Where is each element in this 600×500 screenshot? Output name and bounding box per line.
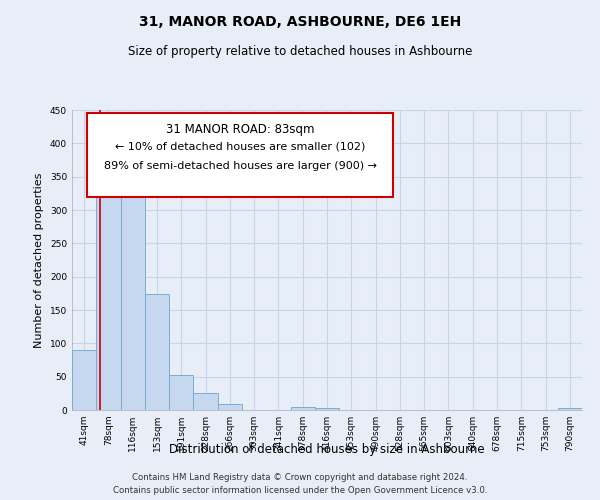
Bar (218, 404, 242, 410)
Text: 31, MANOR ROAD, ASHBOURNE, DE6 1EH: 31, MANOR ROAD, ASHBOURNE, DE6 1EH (139, 15, 461, 29)
Text: Contains public sector information licensed under the Open Government Licence v3: Contains public sector information licen… (113, 486, 487, 495)
Bar (558, 408, 582, 410)
FancyBboxPatch shape (88, 113, 394, 197)
Bar (169, 374, 193, 410)
Text: ← 10% of detached houses are smaller (102): ← 10% of detached houses are smaller (10… (115, 142, 365, 152)
Bar (121, 196, 145, 410)
Bar (290, 406, 315, 410)
Bar (96, 178, 121, 410)
Bar (315, 408, 339, 410)
Bar (145, 294, 169, 410)
Bar (193, 394, 218, 410)
Text: 31 MANOR ROAD: 83sqm: 31 MANOR ROAD: 83sqm (166, 124, 314, 136)
Y-axis label: Number of detached properties: Number of detached properties (34, 172, 44, 348)
Text: Contains HM Land Registry data © Crown copyright and database right 2024.: Contains HM Land Registry data © Crown c… (132, 474, 468, 482)
Text: Size of property relative to detached houses in Ashbourne: Size of property relative to detached ho… (128, 45, 472, 58)
Text: Distribution of detached houses by size in Ashbourne: Distribution of detached houses by size … (169, 442, 485, 456)
Text: 89% of semi-detached houses are larger (900) →: 89% of semi-detached houses are larger (… (104, 161, 377, 171)
Bar (72, 350, 96, 410)
